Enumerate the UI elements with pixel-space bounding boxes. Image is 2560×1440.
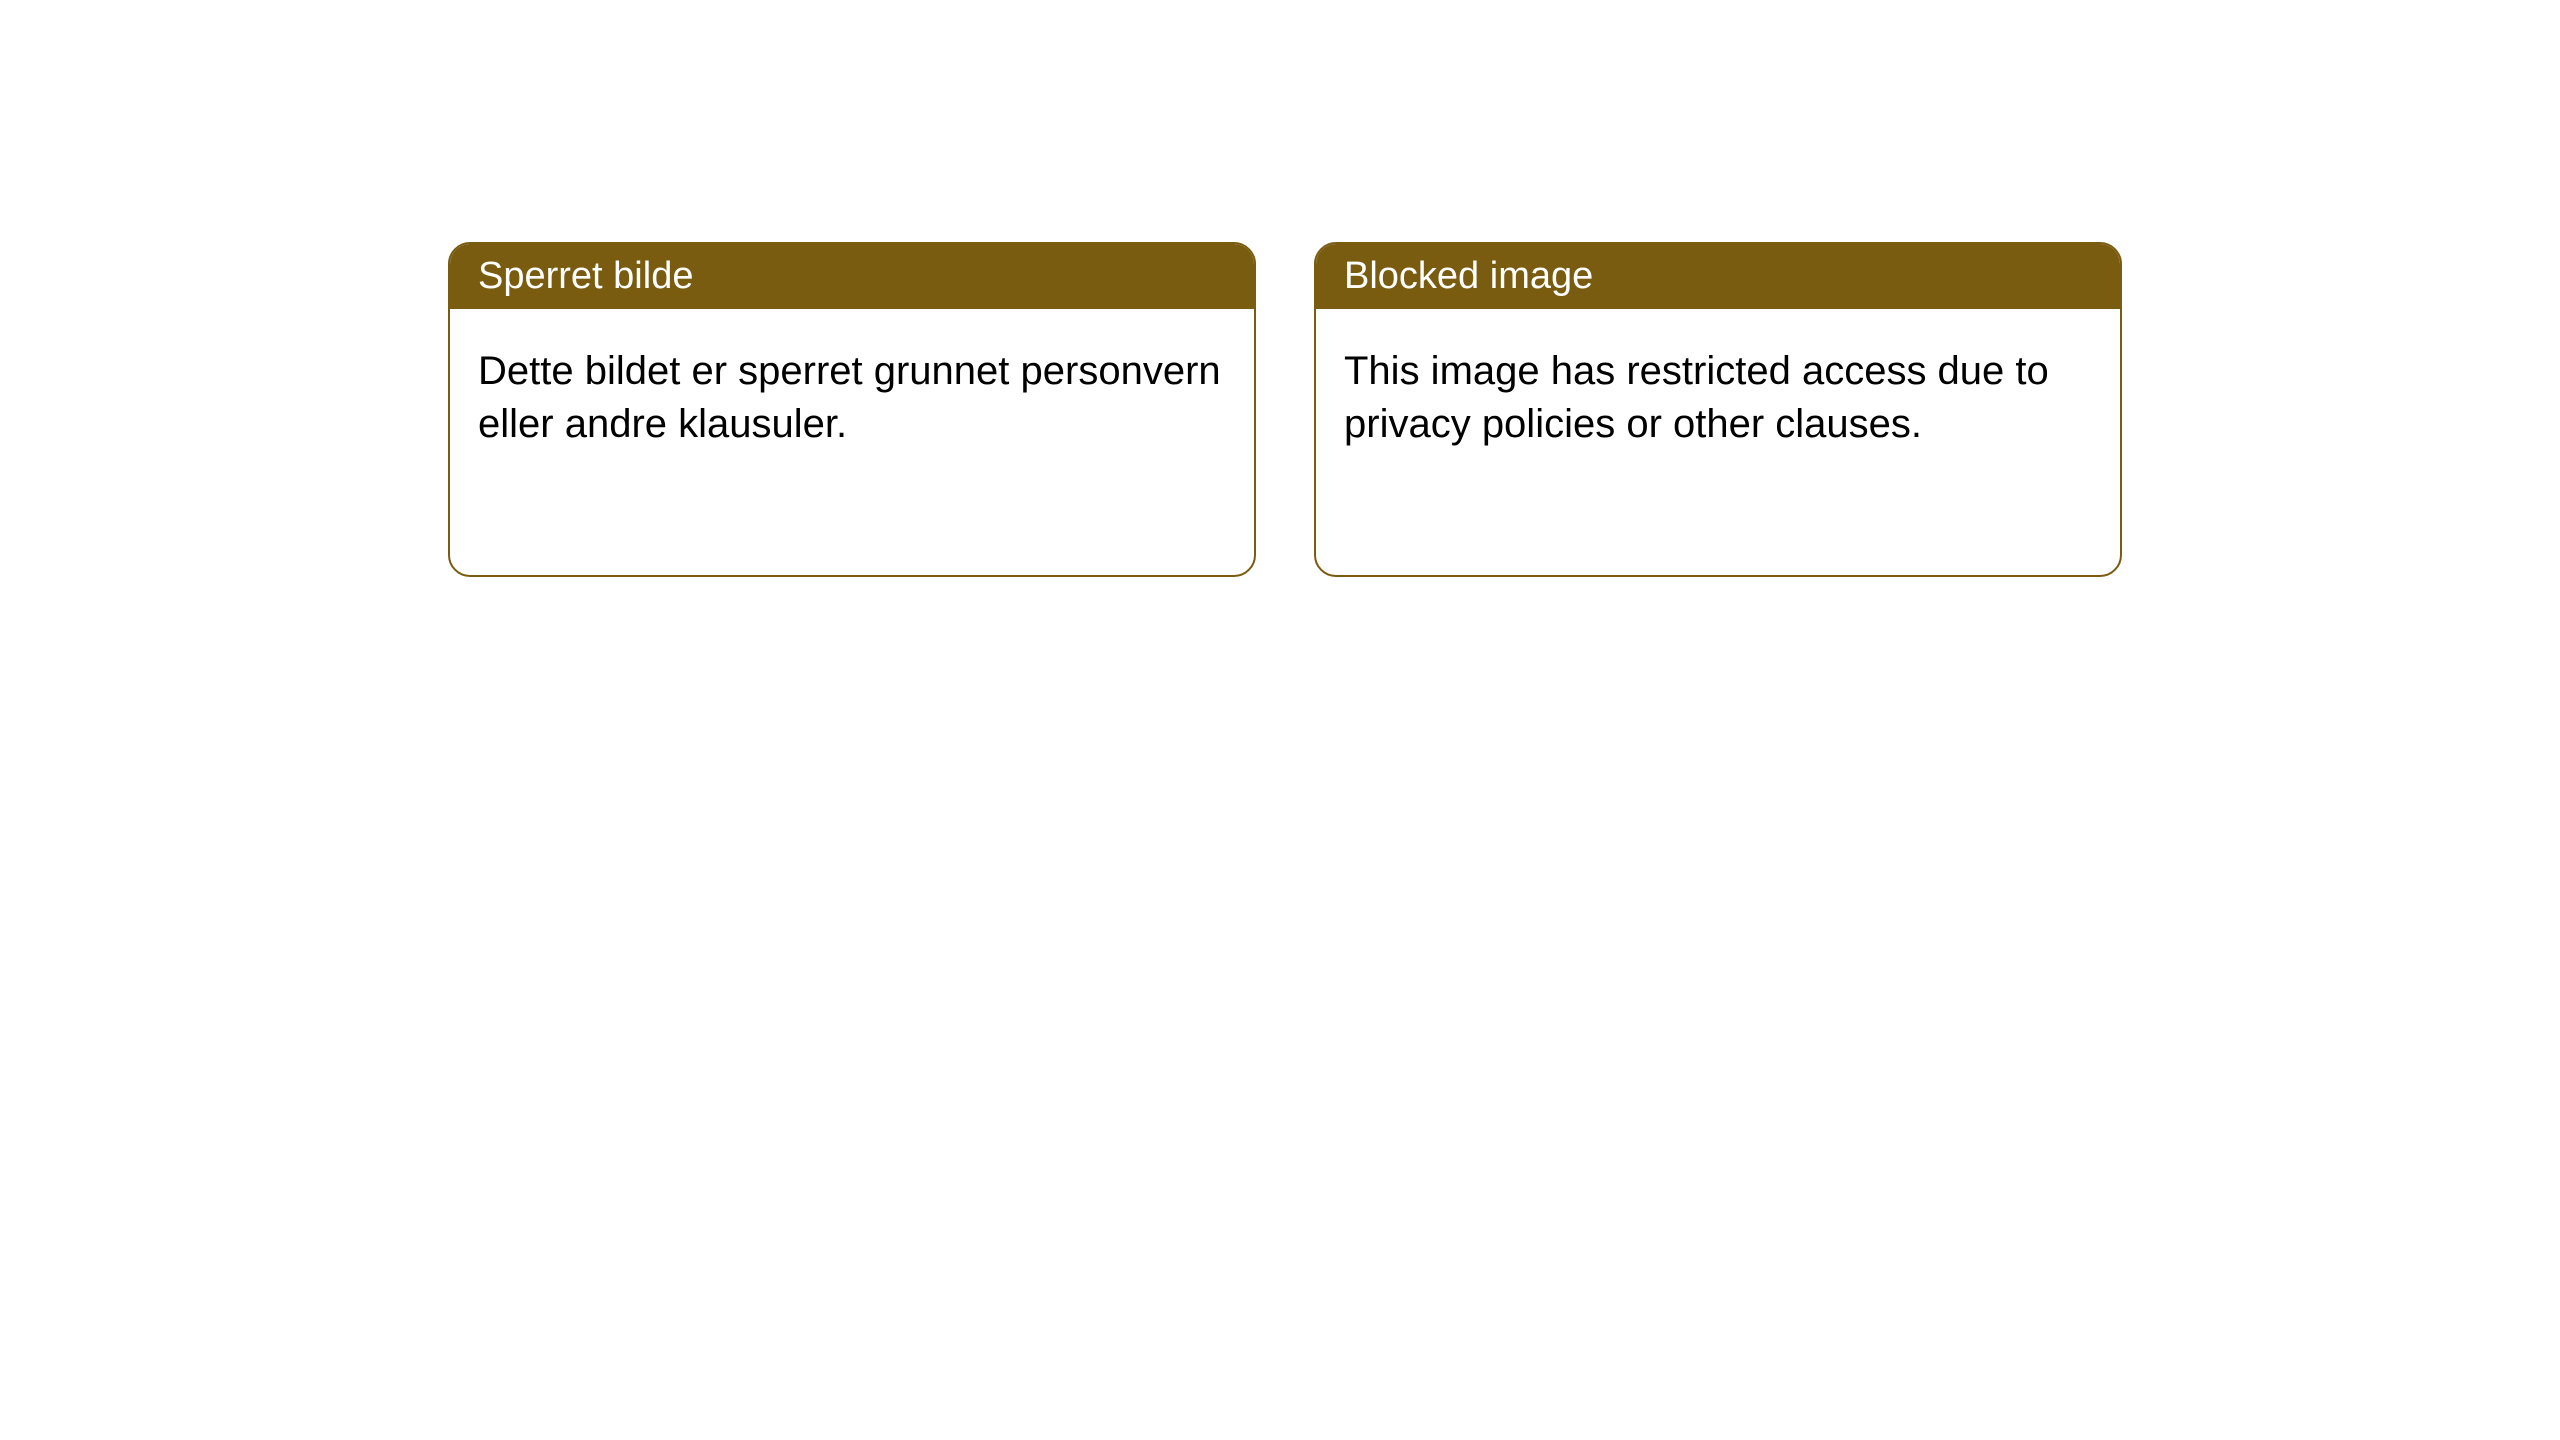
card-header-norwegian: Sperret bilde — [450, 244, 1254, 309]
notice-container: Sperret bilde Dette bildet er sperret gr… — [0, 0, 2560, 577]
card-body-english: This image has restricted access due to … — [1316, 309, 2120, 487]
blocked-image-card-english: Blocked image This image has restricted … — [1314, 242, 2122, 577]
card-body-norwegian: Dette bildet er sperret grunnet personve… — [450, 309, 1254, 487]
blocked-image-card-norwegian: Sperret bilde Dette bildet er sperret gr… — [448, 242, 1256, 577]
card-body-text: Dette bildet er sperret grunnet personve… — [478, 349, 1221, 446]
card-title: Sperret bilde — [478, 255, 693, 297]
card-title: Blocked image — [1344, 255, 1593, 297]
card-body-text: This image has restricted access due to … — [1344, 349, 2049, 446]
card-header-english: Blocked image — [1316, 244, 2120, 309]
